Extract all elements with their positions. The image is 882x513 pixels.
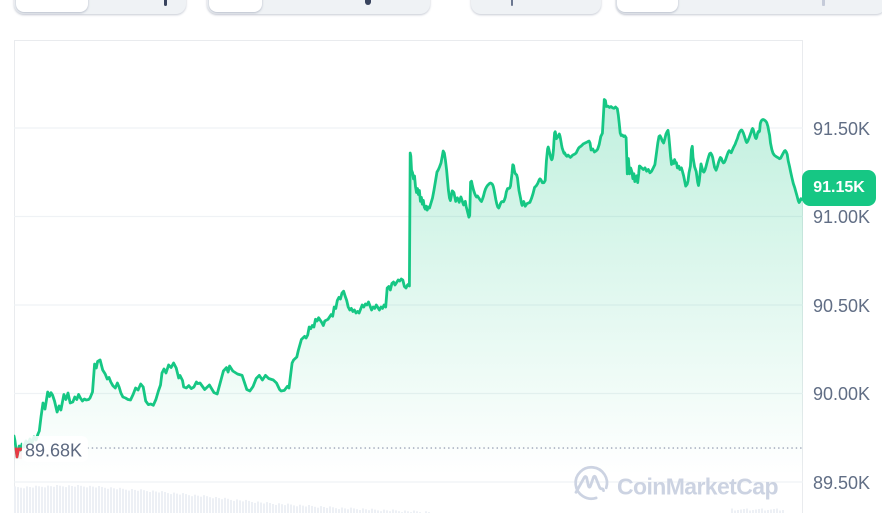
svg-text:CoinMarketCap: CoinMarketCap: [617, 474, 778, 500]
svg-text:89.68K: 89.68K: [25, 441, 82, 461]
